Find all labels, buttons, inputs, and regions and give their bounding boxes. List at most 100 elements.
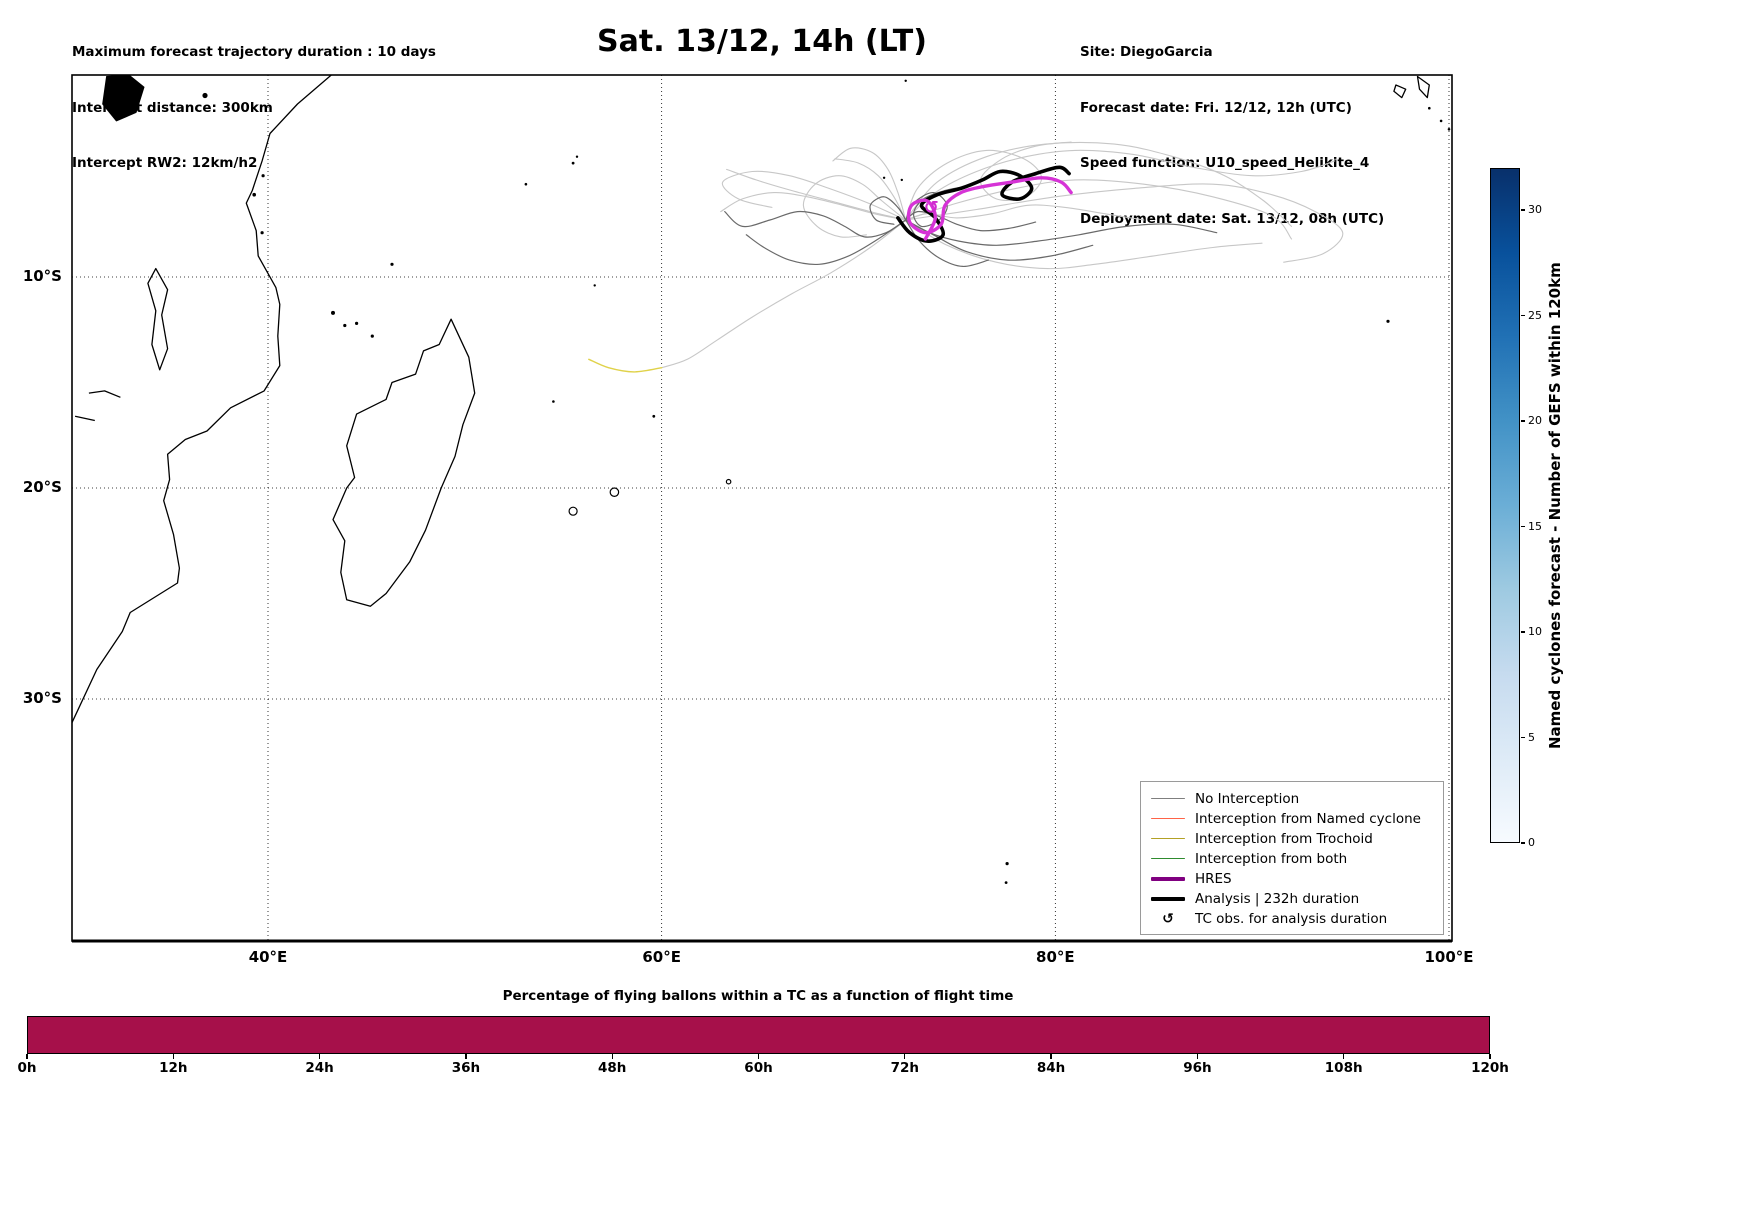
colorbar-tick-label: 30 — [1528, 203, 1542, 217]
legend-line-sample — [1151, 817, 1185, 820]
island-dot — [575, 155, 579, 158]
coastline-zambezi-segment — [74, 415, 95, 422]
tc-obs-symbol-icon: ↺ — [1162, 910, 1174, 927]
legend-sample — [1147, 817, 1189, 820]
colorbar-tickmark — [1521, 525, 1525, 528]
map-legend: No Interception Interception from Named c… — [1140, 781, 1444, 935]
lat-tick-label: 20°S — [22, 478, 62, 496]
legend-sample — [1147, 837, 1189, 840]
legend-row: Interception from Trochoid — [1147, 829, 1435, 848]
legend-line-sample — [1151, 876, 1185, 881]
legend-line-sample — [1151, 857, 1185, 860]
gefs-no-interception — [905, 179, 1293, 240]
lat-tick-label: 30°S — [22, 689, 62, 707]
legend-row: Interception from both — [1147, 849, 1435, 868]
site-info-block: Site: DiegoGarcia Forecast date: Fri. 12… — [1080, 6, 1384, 265]
coastline-lake-victoria — [102, 75, 145, 122]
legend-sample — [1147, 896, 1189, 901]
legend-label: HRES — [1195, 870, 1232, 887]
legend-sample — [1147, 797, 1189, 800]
gefs-no-interception — [905, 183, 1344, 263]
legend-sample — [1147, 857, 1189, 860]
colorbar-tickmark — [1521, 736, 1525, 739]
gefs-no-interception — [905, 141, 1072, 221]
legend-row: Analysis | 232h duration — [1147, 889, 1435, 908]
island-dot — [904, 79, 907, 83]
colorbar-tickmark — [1521, 314, 1525, 317]
island-dot — [1447, 128, 1451, 131]
coastline-sumatra-offshore — [1416, 75, 1430, 99]
legend-line-sample — [1151, 797, 1185, 800]
bottom-tickmark — [1196, 1054, 1199, 1059]
legend-row: No Interception — [1147, 789, 1435, 808]
gefs-no-interception — [661, 219, 907, 369]
island-dot — [1386, 319, 1390, 323]
island-dot — [355, 321, 359, 325]
interception-from-trochoid — [588, 358, 663, 373]
gefs-no-interception — [726, 168, 907, 221]
lon-tick-label: 100°E — [1424, 948, 1474, 966]
island-dot — [1428, 106, 1431, 110]
gefs-no-interception — [905, 219, 1218, 246]
lat-tick-label: 10°S — [22, 267, 62, 285]
legend-sample: ↺ — [1147, 912, 1189, 926]
deployment-date-line: Deployment date: Sat. 13/12, 08h (UTC) — [1080, 210, 1385, 227]
bottom-tickmark — [318, 1054, 321, 1059]
bottom-tickmark — [904, 1054, 906, 1059]
island-dot — [370, 334, 374, 338]
map-canvas: ↺ — [72, 75, 1452, 941]
flight-time-tick-label: 48h — [597, 1060, 627, 1076]
island-dot — [252, 192, 256, 197]
legend-label: No Interception — [1195, 790, 1300, 807]
coastline-east-african-coast — [72, 75, 333, 725]
gefs-no-interception — [802, 175, 907, 238]
gefs-no-interception — [905, 141, 1293, 227]
legend-label: Analysis | 232h duration — [1195, 890, 1360, 907]
figure-title: Sat. 13/12, 14h (LT) — [597, 24, 927, 59]
gefs-no-interception — [832, 147, 907, 221]
legend-line-sample — [1151, 896, 1185, 901]
speed-function-line: Speed function: U10_speed_Helikite_4 — [1080, 155, 1370, 171]
gefs-no-interception — [721, 170, 907, 221]
flight-time-tick-label: 108h — [1324, 1060, 1363, 1076]
site-line: Site: DiegoGarcia — [1080, 44, 1213, 60]
flight-time-tick-label: 12h — [159, 1060, 188, 1076]
gefs-no-interception — [745, 219, 907, 266]
colorbar-tickmark — [1521, 420, 1525, 422]
island-dot — [652, 414, 656, 418]
colorbar-tick-label: 15 — [1528, 519, 1542, 533]
colorbar-tick-label: 0 — [1528, 836, 1535, 849]
flight-time-tick-label: 24h — [305, 1060, 334, 1076]
gefs-no-interception — [720, 192, 907, 221]
island-dot — [331, 310, 335, 315]
flight-time-tick-label: 120h — [1471, 1060, 1509, 1076]
colorbar-tick-label: 20 — [1528, 414, 1542, 428]
bottom-tickmark — [172, 1054, 174, 1059]
gefs-no-interception — [905, 185, 968, 228]
bottom-tickmark — [1343, 1054, 1345, 1059]
island-dot — [261, 174, 265, 178]
coastline-nias-island — [1393, 84, 1407, 99]
coastline-madagascar — [332, 318, 476, 607]
island-dot — [524, 182, 528, 186]
max-duration-line: Maximum forecast trajectory duration : 1… — [72, 44, 436, 60]
coastline-cahora-bassa — [88, 390, 121, 398]
colorbar-tickmark — [1521, 631, 1525, 633]
island-dot — [1004, 881, 1008, 884]
gefs-no-interception — [905, 149, 1336, 221]
flight-time-tick-label: 0h — [17, 1060, 37, 1076]
island-dot — [571, 161, 575, 165]
gefs-colorbar — [1490, 168, 1520, 843]
flight-time-tick-label: 96h — [1183, 1060, 1212, 1076]
island-dot — [900, 178, 903, 182]
bottom-tickmark — [26, 1054, 28, 1059]
forecast-date-line: Forecast date: Fri. 12/12, 12h (UTC) — [1080, 99, 1352, 116]
lon-tick-label: 40°E — [248, 948, 288, 966]
lon-tick-label: 60°E — [642, 948, 681, 966]
island-dot — [1005, 862, 1009, 866]
lon-tick-label: 80°E — [1036, 948, 1075, 966]
legend-label: Interception from both — [1195, 850, 1348, 867]
legend-row: Interception from Named cyclone — [1147, 809, 1435, 828]
